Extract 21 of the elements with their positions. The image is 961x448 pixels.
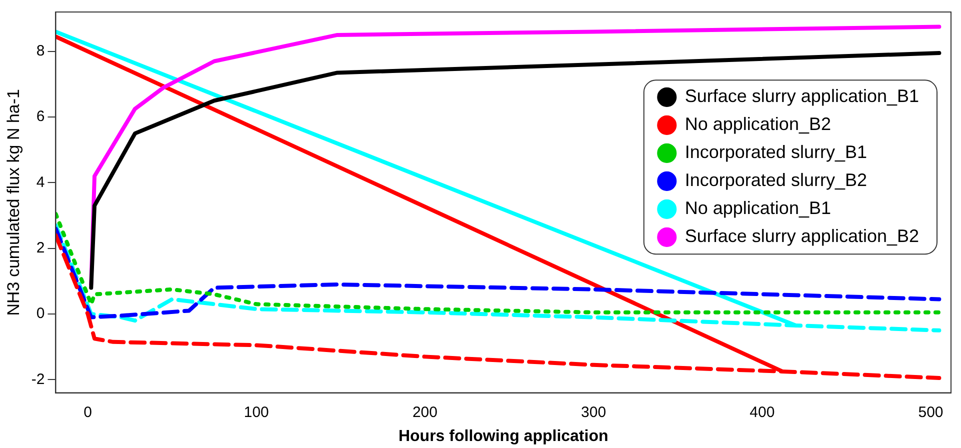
legend-label: Incorporated slurry_B2 [684,170,867,190]
legend-label: No application_B2 [684,114,831,134]
y-tick-label: 2 [36,240,45,256]
y-axis-title: NH3 cumulated flux kg N ha-1 [4,89,23,316]
legend-label: Surface slurry application_B2 [684,226,919,246]
y-tick-label: 8 [36,42,45,60]
y-tick-label: -2 [31,370,45,388]
y-tick-label: 6 [36,108,45,126]
legend-label: Surface slurry application_B1 [684,86,919,106]
legend-label: No application_B1 [684,198,831,218]
legend-label: Incorporated slurry_B1 [684,142,867,162]
y-tick-label: 0 [36,305,45,322]
x-tick-label: 0 [84,404,92,421]
x-tick-label: 500 [918,404,944,421]
y-tick-label: 4 [36,174,45,191]
x-tick-label: 100 [244,404,269,421]
line-series [56,226,942,320]
x-tick-label: 200 [412,404,438,421]
x-tick-label: 400 [750,404,775,421]
x-tick-label: 300 [581,404,606,421]
x-axis-title: Hours following application [398,428,608,445]
